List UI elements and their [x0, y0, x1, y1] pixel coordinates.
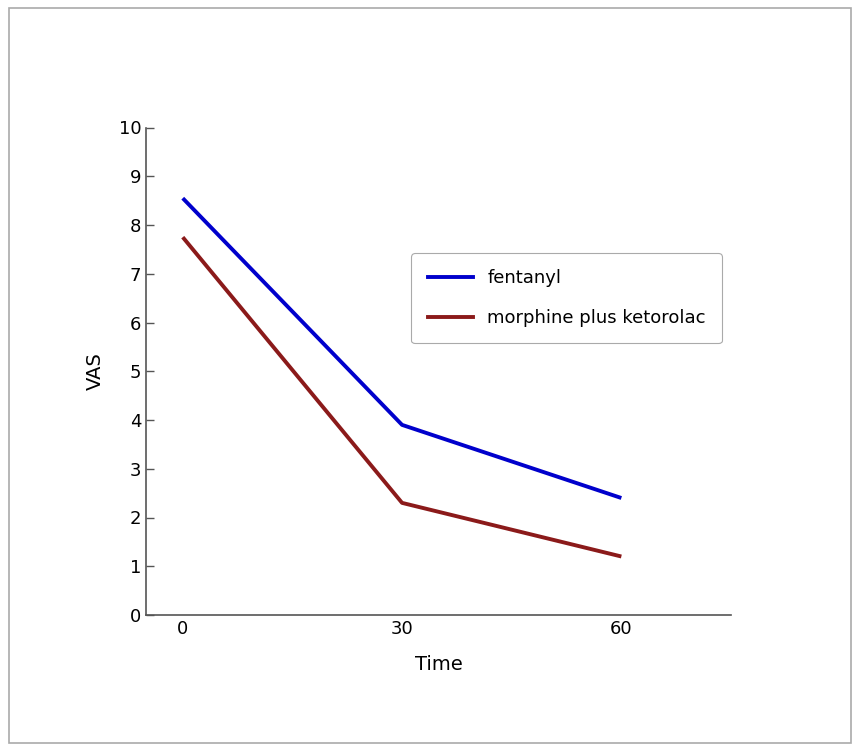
Legend: fentanyl, morphine plus ketorolac: fentanyl, morphine plus ketorolac	[411, 253, 722, 344]
Y-axis label: VAS: VAS	[86, 352, 105, 390]
X-axis label: Time: Time	[415, 655, 463, 674]
